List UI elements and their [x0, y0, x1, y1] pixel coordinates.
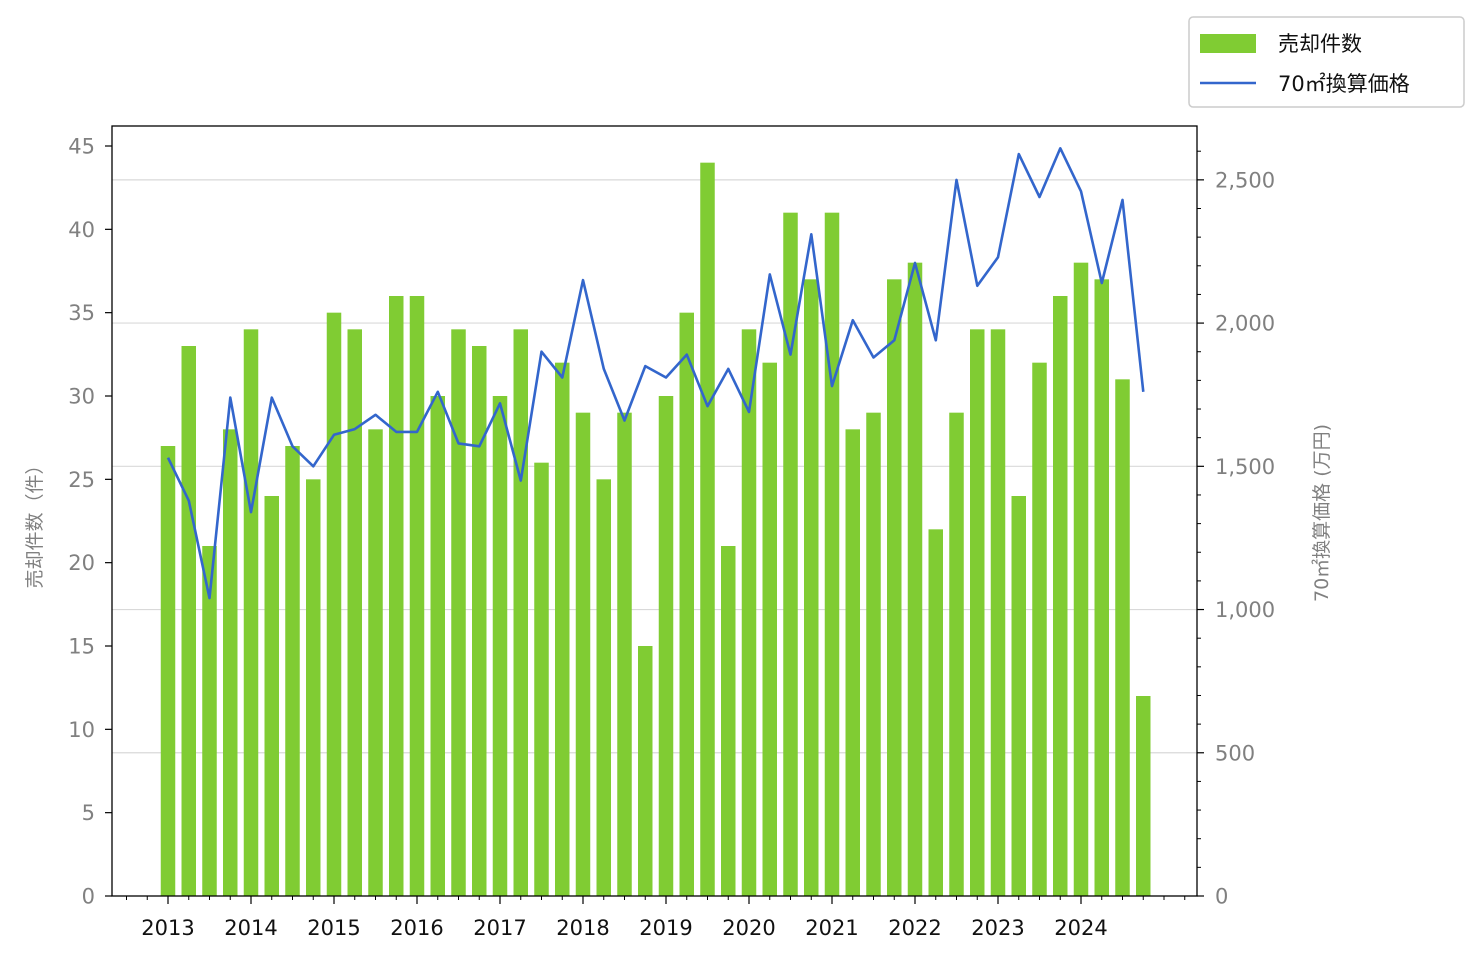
bar: [887, 279, 902, 896]
x-tick-label: 2022: [888, 916, 941, 940]
left-tick-label: 0: [82, 885, 95, 909]
bar: [721, 546, 736, 896]
bar: [285, 446, 300, 896]
left-tick-label: 45: [68, 135, 95, 159]
bar: [326, 312, 342, 897]
bar: [949, 412, 964, 896]
right-axis-title: 70㎡換算価格 (万円): [1310, 424, 1333, 602]
bar: [1136, 696, 1151, 896]
bar: [1011, 496, 1026, 896]
right-y-axis: 0 500 1,000 1,500 2,000 2,500: [1197, 150, 1275, 909]
legend-bar-label: 売却件数: [1278, 32, 1362, 56]
price-line: [166, 147, 1145, 600]
x-tick-label: 2013: [141, 916, 194, 940]
bar: [824, 212, 840, 896]
right-tick-label: 1,500: [1215, 455, 1275, 479]
legend-bar-swatch: [1200, 34, 1256, 53]
bar: [1094, 279, 1109, 896]
bar: [679, 312, 694, 897]
bar: [451, 329, 466, 896]
bar: [596, 479, 611, 896]
x-axis: 2013 2014 2015 2016 2017 2018 2019 2020 2021 2022…: [126, 896, 1186, 940]
bar: [907, 262, 923, 897]
left-tick-label: 20: [68, 551, 95, 575]
bar: [575, 412, 591, 896]
bar: [492, 396, 508, 896]
bar: [638, 646, 653, 896]
bar: [617, 412, 632, 896]
left-tick-label: 25: [68, 468, 95, 492]
bar: [866, 412, 881, 896]
left-y-axis: 0 5 10 15 20 25 30 35 40 45: [68, 135, 112, 909]
right-tick-label: 2,500: [1215, 168, 1275, 192]
x-tick-label: 2014: [224, 916, 277, 940]
x-tick-label: 2021: [805, 916, 858, 940]
left-tick-label: 30: [68, 385, 95, 409]
bar: [430, 396, 445, 896]
left-tick-label: 5: [82, 801, 95, 825]
plot-frame: [111, 125, 1198, 897]
legend: 売却件数 70㎡換算価格: [1188, 16, 1465, 108]
right-tick-label: 0: [1215, 885, 1228, 909]
left-tick-label: 15: [68, 635, 95, 659]
left-tick-label: 10: [68, 718, 95, 742]
legend-box: [1188, 16, 1465, 108]
bar: [264, 496, 279, 896]
x-tick-label: 2016: [390, 916, 443, 940]
right-tick-label: 1,000: [1215, 598, 1275, 622]
bar: [928, 529, 943, 896]
bar: [762, 362, 777, 897]
bar: [472, 346, 487, 896]
left-axis-title: 売却件数（件）: [24, 455, 46, 588]
bar: [804, 279, 819, 896]
bar: [990, 329, 1006, 896]
bar: [845, 429, 860, 896]
bar: [741, 329, 757, 896]
bar: [700, 162, 715, 896]
right-tick-label: 500: [1215, 741, 1255, 765]
bar: [202, 546, 217, 896]
bar: [368, 429, 383, 896]
bar: [1032, 362, 1047, 897]
bar: [243, 329, 259, 896]
x-tick-label: 2019: [639, 916, 692, 940]
bar: [181, 346, 196, 896]
bar: [306, 479, 321, 896]
bar: [160, 446, 176, 896]
bar: [389, 296, 404, 896]
bar: [1053, 296, 1068, 896]
bar: [970, 329, 985, 896]
legend-line-label: 70㎡換算価格: [1278, 72, 1410, 96]
right-tick-label: 2,000: [1215, 312, 1275, 336]
bar: [1115, 379, 1130, 896]
bar: [658, 396, 674, 896]
x-tick-label: 2017: [473, 916, 526, 940]
bar-series: [160, 162, 1151, 897]
x-tick-label: 2020: [722, 916, 775, 940]
left-tick-label: 40: [68, 218, 95, 242]
bar: [1073, 262, 1089, 897]
bar: [534, 462, 549, 896]
bar: [347, 329, 362, 896]
bar: [513, 329, 528, 896]
x-tick-label: 2023: [971, 916, 1024, 940]
x-tick-label: 2015: [307, 916, 360, 940]
bar: [555, 362, 570, 897]
bar: [223, 429, 238, 896]
x-tick-label: 2018: [556, 916, 609, 940]
x-tick-label: 2024: [1054, 916, 1107, 940]
left-tick-label: 35: [68, 301, 95, 325]
bar: [409, 296, 425, 896]
bar: [783, 212, 798, 896]
